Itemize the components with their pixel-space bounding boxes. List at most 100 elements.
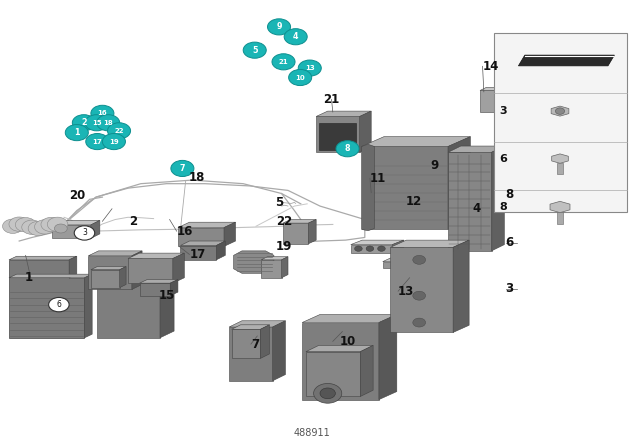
Text: 6: 6 <box>56 300 61 309</box>
Circle shape <box>47 217 68 232</box>
Polygon shape <box>88 256 132 289</box>
Polygon shape <box>229 321 285 327</box>
Text: 4: 4 <box>472 202 481 215</box>
Text: 16: 16 <box>177 224 193 238</box>
Text: 20: 20 <box>69 189 85 202</box>
Polygon shape <box>360 345 373 396</box>
Polygon shape <box>448 137 470 229</box>
Polygon shape <box>52 225 91 238</box>
Polygon shape <box>283 220 316 223</box>
Circle shape <box>320 388 335 399</box>
Text: 21: 21 <box>278 59 289 65</box>
Polygon shape <box>52 220 100 225</box>
Polygon shape <box>232 325 269 329</box>
Circle shape <box>243 42 266 58</box>
Text: 13: 13 <box>305 65 315 71</box>
Circle shape <box>72 115 95 131</box>
Text: 6: 6 <box>506 236 514 250</box>
Circle shape <box>413 255 426 264</box>
Text: 2: 2 <box>81 118 86 127</box>
Text: 15: 15 <box>92 120 102 126</box>
Polygon shape <box>302 323 379 400</box>
Polygon shape <box>362 146 448 229</box>
Text: 8: 8 <box>506 188 514 202</box>
Polygon shape <box>69 256 77 278</box>
Text: 10: 10 <box>339 335 355 348</box>
Polygon shape <box>308 220 316 244</box>
Polygon shape <box>261 260 282 278</box>
Circle shape <box>54 224 67 233</box>
Polygon shape <box>91 267 126 270</box>
Polygon shape <box>260 325 269 358</box>
Polygon shape <box>120 267 126 288</box>
Polygon shape <box>316 116 360 152</box>
Circle shape <box>15 218 36 232</box>
Polygon shape <box>448 152 492 251</box>
Polygon shape <box>170 280 178 296</box>
Polygon shape <box>316 111 371 116</box>
Text: 22: 22 <box>276 215 292 228</box>
Polygon shape <box>390 240 469 247</box>
Circle shape <box>85 115 108 131</box>
Polygon shape <box>132 251 142 289</box>
Circle shape <box>28 221 49 236</box>
Polygon shape <box>480 90 504 112</box>
Polygon shape <box>392 240 404 253</box>
Circle shape <box>35 220 55 234</box>
Polygon shape <box>216 241 225 260</box>
Circle shape <box>355 246 362 251</box>
Circle shape <box>86 134 109 150</box>
Polygon shape <box>140 283 170 296</box>
Text: 5: 5 <box>252 46 257 55</box>
Circle shape <box>298 60 321 76</box>
Text: 6: 6 <box>499 154 507 164</box>
Polygon shape <box>173 253 184 283</box>
Polygon shape <box>390 247 453 332</box>
Polygon shape <box>379 314 397 400</box>
Polygon shape <box>178 222 236 228</box>
Polygon shape <box>9 274 92 278</box>
Text: 19: 19 <box>275 240 292 253</box>
Text: 9: 9 <box>430 159 438 172</box>
Circle shape <box>378 246 385 251</box>
Circle shape <box>413 291 426 300</box>
Circle shape <box>272 54 295 70</box>
Text: 13: 13 <box>398 284 414 298</box>
Polygon shape <box>362 144 374 231</box>
Polygon shape <box>88 251 142 256</box>
Polygon shape <box>306 352 360 396</box>
Bar <box>494 33 627 212</box>
Text: 3: 3 <box>499 106 507 116</box>
Polygon shape <box>84 274 92 338</box>
Circle shape <box>102 134 125 150</box>
Circle shape <box>74 226 95 240</box>
Text: 22: 22 <box>115 128 124 134</box>
Circle shape <box>49 297 69 312</box>
Polygon shape <box>178 228 224 246</box>
Text: 10: 10 <box>295 74 305 81</box>
Polygon shape <box>453 240 469 332</box>
Polygon shape <box>160 277 174 338</box>
Text: 3: 3 <box>82 228 87 237</box>
Circle shape <box>9 217 29 231</box>
Text: 2: 2 <box>129 215 138 228</box>
Text: 8: 8 <box>345 144 350 153</box>
Polygon shape <box>551 106 569 116</box>
Circle shape <box>171 160 194 177</box>
Text: 18: 18 <box>103 120 113 126</box>
Text: 16: 16 <box>97 110 108 116</box>
Text: 8: 8 <box>499 202 507 212</box>
Polygon shape <box>362 137 470 146</box>
Polygon shape <box>224 222 236 246</box>
Polygon shape <box>180 246 216 260</box>
Text: 488911: 488911 <box>294 428 331 438</box>
Polygon shape <box>180 241 225 246</box>
Circle shape <box>268 19 291 35</box>
Text: 12: 12 <box>406 195 422 208</box>
Bar <box>319 123 356 150</box>
Text: 18: 18 <box>189 171 205 184</box>
Polygon shape <box>273 321 285 381</box>
Circle shape <box>65 125 88 141</box>
Text: 1: 1 <box>24 271 33 284</box>
Circle shape <box>3 219 23 233</box>
